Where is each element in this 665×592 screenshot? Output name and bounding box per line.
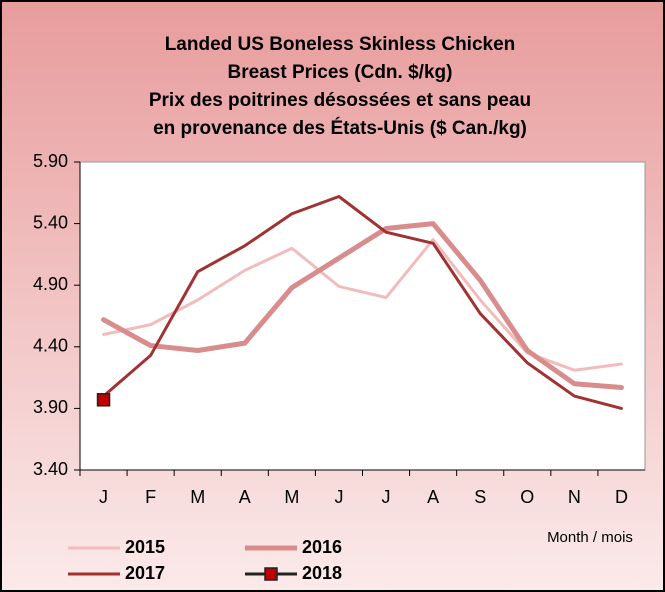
- chart-title: Breast Prices (Cdn. $/kg): [228, 62, 453, 83]
- x-tick-label: J: [382, 487, 391, 507]
- chart-title: Prix des poitrines désossées et sans pea…: [149, 90, 531, 111]
- series-line: [102, 194, 623, 410]
- chart-title: Landed US Boneless Skinless Chicken: [165, 34, 516, 55]
- legend-label: 2017: [125, 563, 165, 583]
- x-tick-label: A: [427, 487, 439, 507]
- x-tick-label: A: [239, 487, 251, 507]
- y-tick-label: 3.40: [33, 459, 68, 479]
- series-line: [101, 221, 624, 390]
- x-tick-label: M: [284, 487, 299, 507]
- legend-marker: [264, 567, 278, 581]
- legend-label: 2018: [302, 563, 342, 583]
- chart-title: en provenance des États-Unis ($ Can./kg): [153, 117, 527, 139]
- x-tick-label: J: [334, 487, 343, 507]
- point-marker: [96, 393, 111, 407]
- legend-label: 2015: [125, 537, 165, 557]
- y-tick-label: 5.40: [33, 212, 68, 232]
- x-axis-label: Month / mois: [547, 529, 633, 546]
- x-tick-label: D: [615, 487, 628, 507]
- y-tick-label: 3.90: [33, 397, 68, 417]
- y-tick-label: 4.90: [33, 274, 68, 294]
- x-tick-label: O: [520, 487, 534, 507]
- x-tick-label: F: [145, 487, 156, 507]
- x-tick-label: J: [99, 487, 108, 507]
- y-tick-label: 5.90: [33, 151, 68, 171]
- x-tick-label: S: [474, 487, 486, 507]
- x-tick-label: N: [568, 487, 581, 507]
- x-tick-label: M: [190, 487, 205, 507]
- legend-label: 2016: [302, 537, 342, 557]
- y-tick-label: 4.40: [33, 336, 68, 356]
